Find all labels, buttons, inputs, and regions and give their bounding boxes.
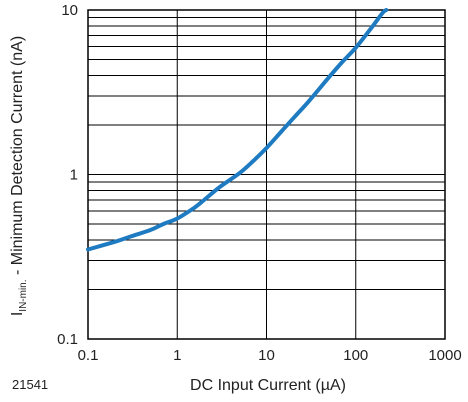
y-axis-label-main: I: [9, 312, 26, 316]
y-tick-label: 1: [70, 167, 78, 184]
y-tick-label: 10: [61, 2, 78, 19]
y-axis-label-rest: - Minimum Detection Current (nA): [9, 36, 26, 280]
plot-frame: [87, 9, 446, 340]
y-tick-label: 0.1: [57, 331, 78, 348]
x-tick-label: 100: [343, 347, 368, 364]
x-tick-label: 1000: [428, 347, 461, 364]
y-axis-label-subscript: IN-min.: [18, 279, 29, 311]
figure-id: 21541: [12, 377, 48, 392]
x-tick-labels: 0.1 1 10 100 1000: [78, 347, 462, 364]
y-axis-label: IIN-min. - Minimum Detection Current (nA…: [9, 36, 29, 316]
grid: [88, 10, 445, 339]
x-tick-label: 0.1: [78, 347, 99, 364]
series-line: [86, 8, 389, 252]
x-axis-label: DC Input Current (µA): [190, 377, 346, 394]
x-tick-label: 1: [173, 347, 181, 364]
x-tick-label: 10: [258, 347, 275, 364]
y-tick-labels: 0.1 1 10: [57, 2, 78, 348]
